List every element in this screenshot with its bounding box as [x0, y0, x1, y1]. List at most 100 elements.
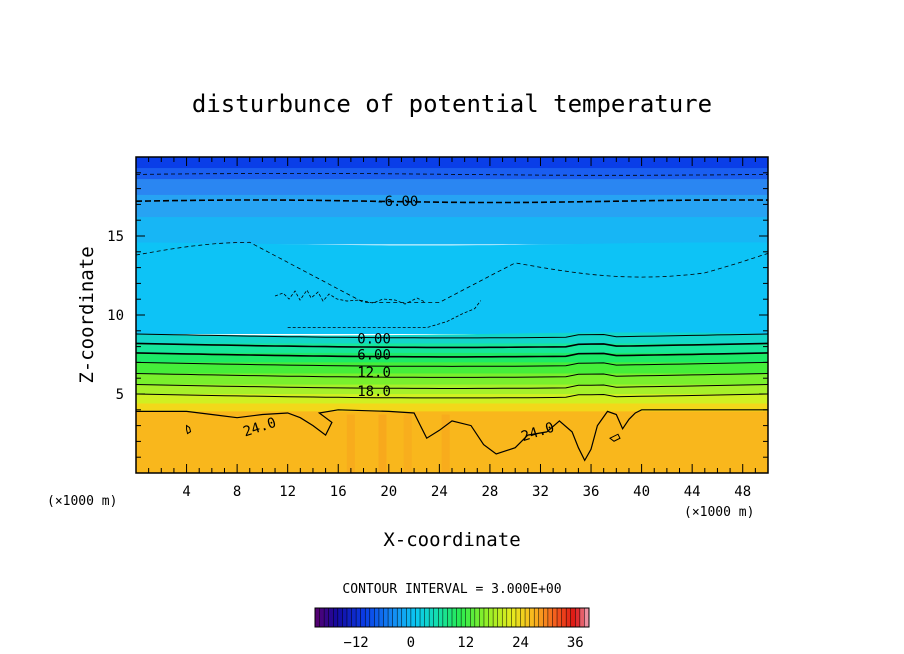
y-tick-label: 5 — [116, 387, 124, 403]
colorbar-cell — [515, 608, 521, 627]
plume-streak — [378, 414, 387, 473]
colorbar-cell — [561, 608, 567, 627]
contour-band — [136, 384, 768, 395]
colorbar-cell — [461, 608, 466, 627]
colorbar-cell — [529, 608, 535, 627]
x-tick-label: 16 — [330, 484, 347, 500]
colorbar-cell — [511, 608, 517, 627]
colorbar-cell — [369, 608, 375, 627]
contour-band — [136, 352, 768, 363]
colorbar-cell — [456, 608, 462, 627]
colorbar-cell — [388, 608, 393, 627]
colorbar-cell — [351, 608, 357, 627]
contour-line — [287, 300, 482, 329]
colorbar-cell — [566, 608, 572, 627]
colorbar-cell — [346, 608, 352, 627]
colorbar-cell — [470, 608, 476, 627]
colorbar-cell — [319, 608, 325, 627]
contour-label: 18.0 — [357, 384, 391, 400]
contour-line — [136, 384, 768, 389]
x-tick-label: 28 — [481, 484, 498, 500]
colorbar-cell — [552, 608, 558, 627]
x-tick-label: 12 — [279, 484, 296, 500]
colorbar-cell — [465, 608, 471, 627]
colorbar-tick-label: 12 — [457, 635, 474, 651]
colorbar-cell — [356, 608, 361, 627]
colorbar-cell — [337, 608, 343, 627]
contour-band — [136, 411, 768, 473]
colorbar-cell — [397, 608, 403, 627]
contour-line — [136, 352, 768, 358]
contour-band — [136, 157, 768, 169]
colorbar-cell — [506, 608, 512, 627]
colorbar-cell — [442, 608, 448, 627]
contour-line — [186, 424, 192, 435]
contour-band — [136, 394, 768, 404]
colorbar-cell — [420, 608, 425, 627]
x-tick-label: 48 — [734, 484, 751, 500]
colorbar-cell — [415, 608, 421, 627]
y-tick-label: 15 — [107, 229, 124, 245]
contour-band — [136, 242, 768, 334]
plume-streak — [441, 414, 450, 473]
contour-line — [136, 373, 768, 378]
colorbar-tick-label: 0 — [407, 635, 415, 651]
colorbar-cell — [324, 608, 329, 627]
x-tick-label: 20 — [380, 484, 397, 500]
x-unit-left: (×1000 m) — [47, 494, 117, 509]
contour-band — [136, 343, 768, 354]
contour-line — [136, 342, 768, 349]
colorbar-cell — [543, 608, 549, 627]
contour-lines — [136, 173, 768, 462]
contour-band — [136, 168, 768, 180]
colorbar-cell — [493, 608, 498, 627]
contour-label: 0.00 — [357, 332, 391, 348]
contour-label: -6.00 — [376, 194, 418, 210]
x-tick-label: 24 — [431, 484, 448, 500]
colorbar-cell — [557, 608, 562, 627]
colorbar-cell — [401, 608, 407, 627]
colorbar-cell — [315, 608, 320, 627]
colorbar-cell — [392, 608, 398, 627]
x-tick-label: 8 — [233, 484, 241, 500]
contour-band — [136, 217, 768, 245]
chart-title: disturbunce of potential temperature — [192, 90, 712, 118]
contour-label: 12.0 — [357, 365, 391, 381]
contour-band — [136, 194, 768, 218]
colorbar: −12 0 12 24 36 — [314, 607, 590, 651]
y-tick-label: 10 — [107, 308, 124, 324]
colorbar-tick-label: 36 — [567, 635, 584, 651]
colorbar-cell — [438, 608, 444, 627]
contour-line — [136, 361, 768, 367]
y-axis-label: Z-coordinate — [76, 246, 98, 383]
colorbar-cell — [584, 608, 590, 627]
colorbar-cell — [447, 608, 453, 627]
colorbar-cell — [360, 608, 366, 627]
colorbar-cell — [534, 608, 540, 627]
y-axis: 5 10 15 — [107, 172, 768, 458]
contour-line — [136, 333, 768, 339]
colorbar-cell — [333, 608, 339, 627]
colorbar-cell — [383, 608, 389, 627]
contour-line — [136, 241, 768, 303]
colorbar-cell — [406, 608, 412, 627]
colorbar-cell — [479, 608, 485, 627]
colorbar-cell — [575, 608, 581, 627]
colorbar-cell — [429, 608, 435, 627]
colorbar-cell — [328, 608, 334, 627]
plot-area — [136, 157, 768, 473]
x-tick-label: 32 — [532, 484, 549, 500]
colorbar-cell — [452, 608, 457, 627]
colorbar-cell — [378, 608, 384, 627]
x-unit-right: (×1000 m) — [684, 505, 754, 520]
colorbar-cell — [374, 608, 380, 627]
contour-line — [136, 173, 768, 176]
x-tick-label: 44 — [684, 484, 701, 500]
x-tick-label: 36 — [583, 484, 600, 500]
colorbar-cell — [365, 608, 371, 627]
colorbar-cell — [488, 608, 494, 627]
colorbar-tick-label: 24 — [512, 635, 529, 651]
x-axis: 4 8 12 16 20 24 28 32 36 40 44 48 — [148, 157, 756, 500]
